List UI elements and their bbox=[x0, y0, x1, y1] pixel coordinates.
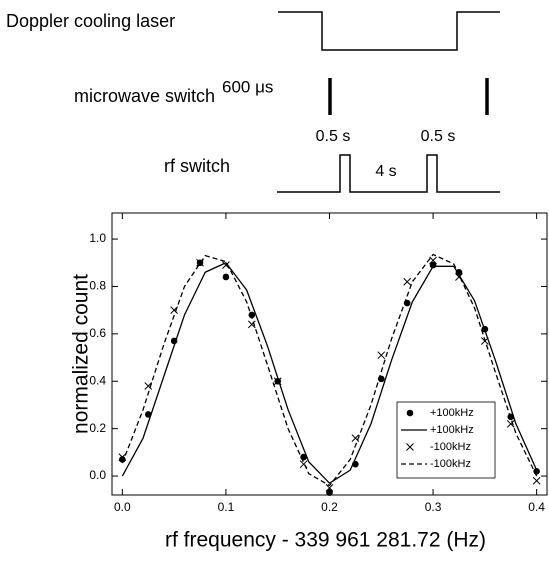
rf-waveform bbox=[277, 154, 500, 193]
data-point bbox=[118, 453, 127, 461]
legend-marker bbox=[406, 409, 414, 417]
y-axis-label: normalized count bbox=[70, 274, 93, 434]
data-point bbox=[429, 256, 437, 265]
y-tick-label: 0.0 bbox=[89, 468, 106, 482]
data-point bbox=[403, 277, 412, 286]
legend-label: +100kHz bbox=[430, 407, 474, 419]
rf-gap-label: 4 s bbox=[375, 163, 396, 180]
rf-pulse-label: 0.5 s bbox=[316, 128, 351, 145]
data-point bbox=[377, 351, 386, 360]
plot: 0.0 0.1 0.2 0.3 0.4 0.0 0.2 0.4 0.6 0.8 1.0 rf freq… bbox=[70, 212, 548, 552]
data-point bbox=[273, 377, 282, 386]
y-tick-label: 0.4 bbox=[89, 373, 106, 387]
x-tick-label: 0.3 bbox=[425, 500, 442, 514]
data-point bbox=[222, 273, 230, 281]
legend: +100kHz +100kHz -100kHz -100kHz bbox=[396, 401, 496, 479]
legend-label: -100kHz bbox=[430, 458, 471, 470]
y-tick-label: 0.6 bbox=[89, 326, 106, 340]
rf-label: rf switch bbox=[164, 156, 230, 176]
fit-line bbox=[121, 253, 538, 487]
y-tick-label: 0.2 bbox=[89, 421, 106, 435]
data-point bbox=[506, 420, 515, 428]
legend-label: +100kHz bbox=[430, 424, 474, 436]
x-axis-label: rf frequency - 339 961 281.72 (Hz) bbox=[165, 529, 486, 552]
x-tick-label: 0.0 bbox=[114, 500, 131, 514]
x-tick-label: 0.2 bbox=[321, 500, 338, 514]
legend-marker bbox=[406, 443, 414, 451]
y-tick-label: 0.8 bbox=[89, 279, 106, 293]
legend-label: -100kHz bbox=[430, 441, 471, 453]
fit-line bbox=[121, 262, 538, 484]
y-tick-label: 1.0 bbox=[89, 231, 106, 245]
x-tick-label: 0.1 bbox=[218, 500, 235, 514]
doppler-waveform bbox=[278, 11, 500, 51]
data-point bbox=[119, 456, 126, 463]
legend-box bbox=[396, 401, 496, 479]
doppler-label: Doppler cooling laser bbox=[6, 11, 175, 31]
microwave-label: microwave switch bbox=[74, 86, 215, 106]
data-point bbox=[248, 311, 256, 319]
data-point bbox=[325, 484, 334, 492]
timing-diagram: Doppler cooling laser microwave switch 6… bbox=[6, 11, 500, 193]
data-point bbox=[247, 320, 256, 329]
data-point bbox=[532, 476, 541, 485]
data-point bbox=[144, 382, 153, 390]
data-point bbox=[326, 489, 333, 496]
data-point bbox=[351, 434, 360, 442]
rf-pulse-label: 0.5 s bbox=[421, 128, 456, 145]
microwave-duration: 600 μs bbox=[222, 77, 273, 96]
x-tick-label: 0.4 bbox=[528, 500, 545, 514]
